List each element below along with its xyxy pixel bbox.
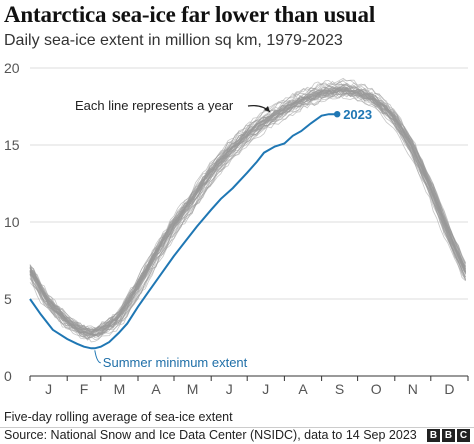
x-tick-label: S (335, 381, 344, 397)
source-text: Source: National Snow and Ice Data Cente… (4, 428, 417, 442)
y-tick-label: 5 (4, 291, 12, 307)
y-tick-label: 10 (4, 214, 20, 230)
series-2023-label: 2023 (343, 107, 372, 122)
footer-divider (0, 427, 474, 428)
page-title: Antarctica sea-ice far lower than usual (4, 2, 376, 27)
x-tick-label: A (151, 381, 161, 397)
annotation-each-line: Each line represents a year (75, 98, 234, 113)
chart-subtitle: Daily sea-ice extent in million sq km, 1… (4, 32, 343, 49)
bbc-logo-letter: C (457, 429, 470, 442)
chart-canvas: 0 5 10 15 20 2023 J F M A M J J A S O N D Each line repres… (4, 60, 469, 397)
x-tick-label: J (45, 381, 52, 397)
x-tick-label: F (80, 381, 89, 397)
historical-year-line (29, 89, 466, 340)
x-tick-label: M (187, 381, 199, 397)
bbc-logo-letter: B (442, 429, 455, 442)
x-tick-label: A (298, 381, 308, 397)
y-tick-label: 20 (4, 60, 20, 76)
y-tick-label: 15 (4, 137, 20, 153)
series-2023-end-point (334, 111, 341, 118)
annotation-min-connector (94, 350, 101, 364)
historical-year-line (29, 86, 466, 332)
x-tick-label: J (226, 381, 233, 397)
y-tick-label: 0 (4, 368, 12, 384)
annotation-summer-minimum: Summer minimum extent (103, 355, 248, 370)
x-tick-label: J (262, 381, 269, 397)
bbc-logo-letter: B (427, 429, 440, 442)
x-tick-label: M (114, 381, 126, 397)
historical-year-line (29, 77, 466, 332)
x-tick-label: O (371, 381, 382, 397)
x-tick-label: N (408, 381, 418, 397)
series-2023-line (29, 113, 338, 350)
annotation-arrowhead (264, 106, 270, 112)
chart-note: Five-day rolling average of sea-ice exte… (4, 410, 233, 424)
bbc-logo: B B C (427, 429, 470, 442)
historical-year-line (29, 91, 466, 334)
historical-year-line (29, 82, 466, 333)
historical-year-line (29, 85, 466, 334)
x-tick-label: D (444, 381, 454, 397)
